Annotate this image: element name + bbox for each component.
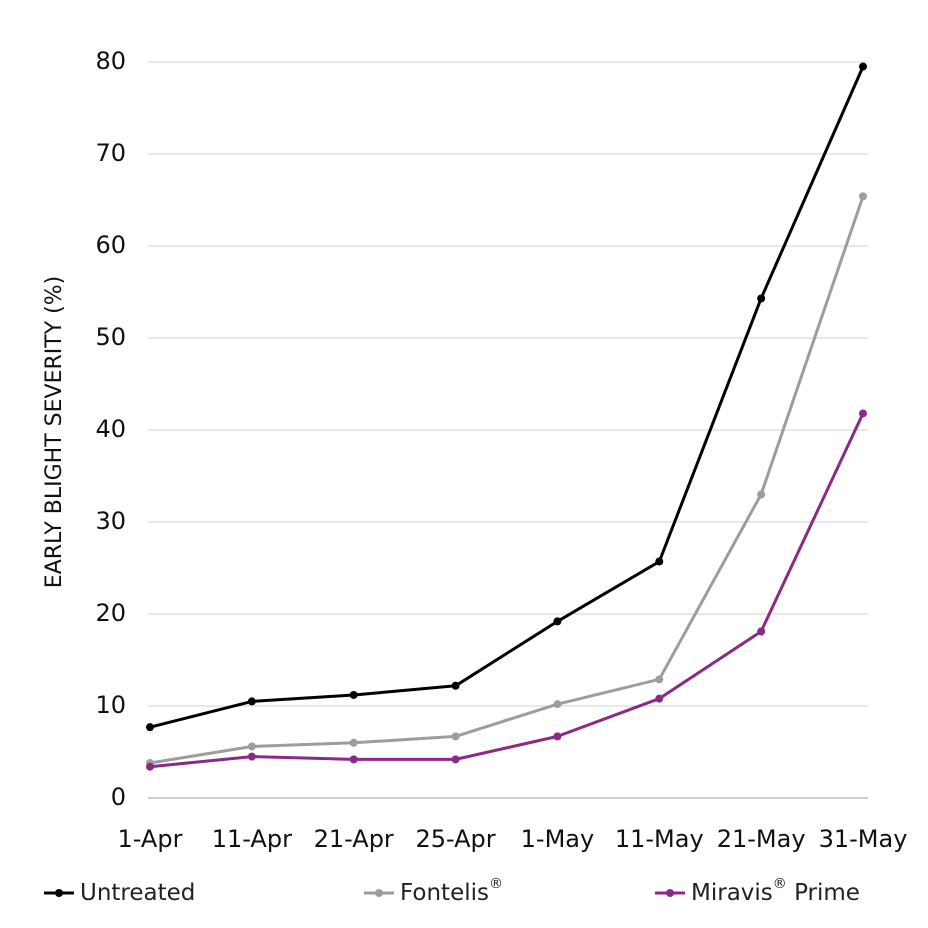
x-tick-label: 1-Apr xyxy=(118,825,183,853)
data-point xyxy=(859,409,867,418)
data-point xyxy=(451,755,460,764)
y-tick-label: 20 xyxy=(95,599,126,627)
legend-text: Untreated xyxy=(80,880,195,906)
series-0 xyxy=(146,62,867,732)
gridlines xyxy=(148,61,868,707)
data-point xyxy=(247,752,256,761)
series-1 xyxy=(146,192,867,768)
x-tick-label: 31-May xyxy=(819,825,908,853)
y-tick-label: 60 xyxy=(95,231,126,259)
legend-swatch-marker xyxy=(666,889,674,897)
legend-swatch-marker xyxy=(375,889,383,897)
data-point xyxy=(247,742,256,751)
legend-item: Fontelis® xyxy=(364,876,503,906)
series xyxy=(146,62,867,771)
data-point xyxy=(757,294,766,303)
legend-label: Fontelis® xyxy=(400,876,503,906)
x-tick-label: 11-Apr xyxy=(212,825,292,853)
x-tick-labels: 1-Apr 11-Apr 21-Apr 25-Apr 1-May 11-May 21-May… xyxy=(118,825,908,853)
y-tick-labels: 0 10 20 30 40 50 60 70 80 xyxy=(95,47,126,811)
y-tick-label: 10 xyxy=(95,691,126,719)
legend-item: Untreated xyxy=(44,880,195,906)
data-point xyxy=(349,690,358,699)
data-point xyxy=(451,732,460,741)
legend-text: Fontelis xyxy=(400,880,489,906)
x-tick-label: 21-Apr xyxy=(314,825,394,853)
data-point xyxy=(655,675,664,684)
x-tick-label: 25-Apr xyxy=(415,825,495,853)
data-point xyxy=(757,627,766,636)
y-tick-label: 80 xyxy=(95,47,126,75)
y-axis-label: EARLY BLIGHT SEVERITY (%) xyxy=(42,276,67,588)
series-line xyxy=(148,411,865,769)
data-point xyxy=(553,732,562,741)
legend: Untreated Fontelis® Miravis® Prime xyxy=(44,876,860,906)
legend-swatch-marker xyxy=(55,889,63,897)
y-tick-label: 70 xyxy=(95,139,126,167)
series-line xyxy=(148,65,865,729)
legend-label: Miravis® Prime xyxy=(691,876,860,906)
data-point xyxy=(859,62,867,71)
data-point xyxy=(146,762,154,771)
data-point xyxy=(146,723,154,732)
y-tick-label: 30 xyxy=(95,507,126,535)
legend-label: Untreated xyxy=(80,880,195,906)
series-line xyxy=(148,194,865,765)
y-tick-label: 40 xyxy=(95,415,126,443)
data-point xyxy=(757,490,766,499)
legend-item: Miravis® Prime xyxy=(655,876,860,906)
x-tick-label: 1-May xyxy=(521,825,595,853)
data-point xyxy=(859,192,867,201)
data-point xyxy=(349,738,358,747)
data-point xyxy=(655,557,664,566)
y-tick-label: 0 xyxy=(111,783,126,811)
data-point xyxy=(655,694,664,703)
legend-suffix: Prime xyxy=(787,880,860,906)
data-point xyxy=(247,697,256,706)
data-point xyxy=(451,681,460,690)
y-tick-label: 50 xyxy=(95,323,126,351)
legend-superscript: ® xyxy=(489,876,503,892)
data-point xyxy=(349,755,358,764)
legend-text: Miravis xyxy=(691,880,773,906)
legend-superscript: ® xyxy=(773,876,787,892)
x-tick-label: 21-May xyxy=(717,825,806,853)
x-tick-label: 11-May xyxy=(615,825,704,853)
data-point xyxy=(553,700,562,709)
data-point xyxy=(553,617,562,626)
series-2 xyxy=(146,409,867,771)
